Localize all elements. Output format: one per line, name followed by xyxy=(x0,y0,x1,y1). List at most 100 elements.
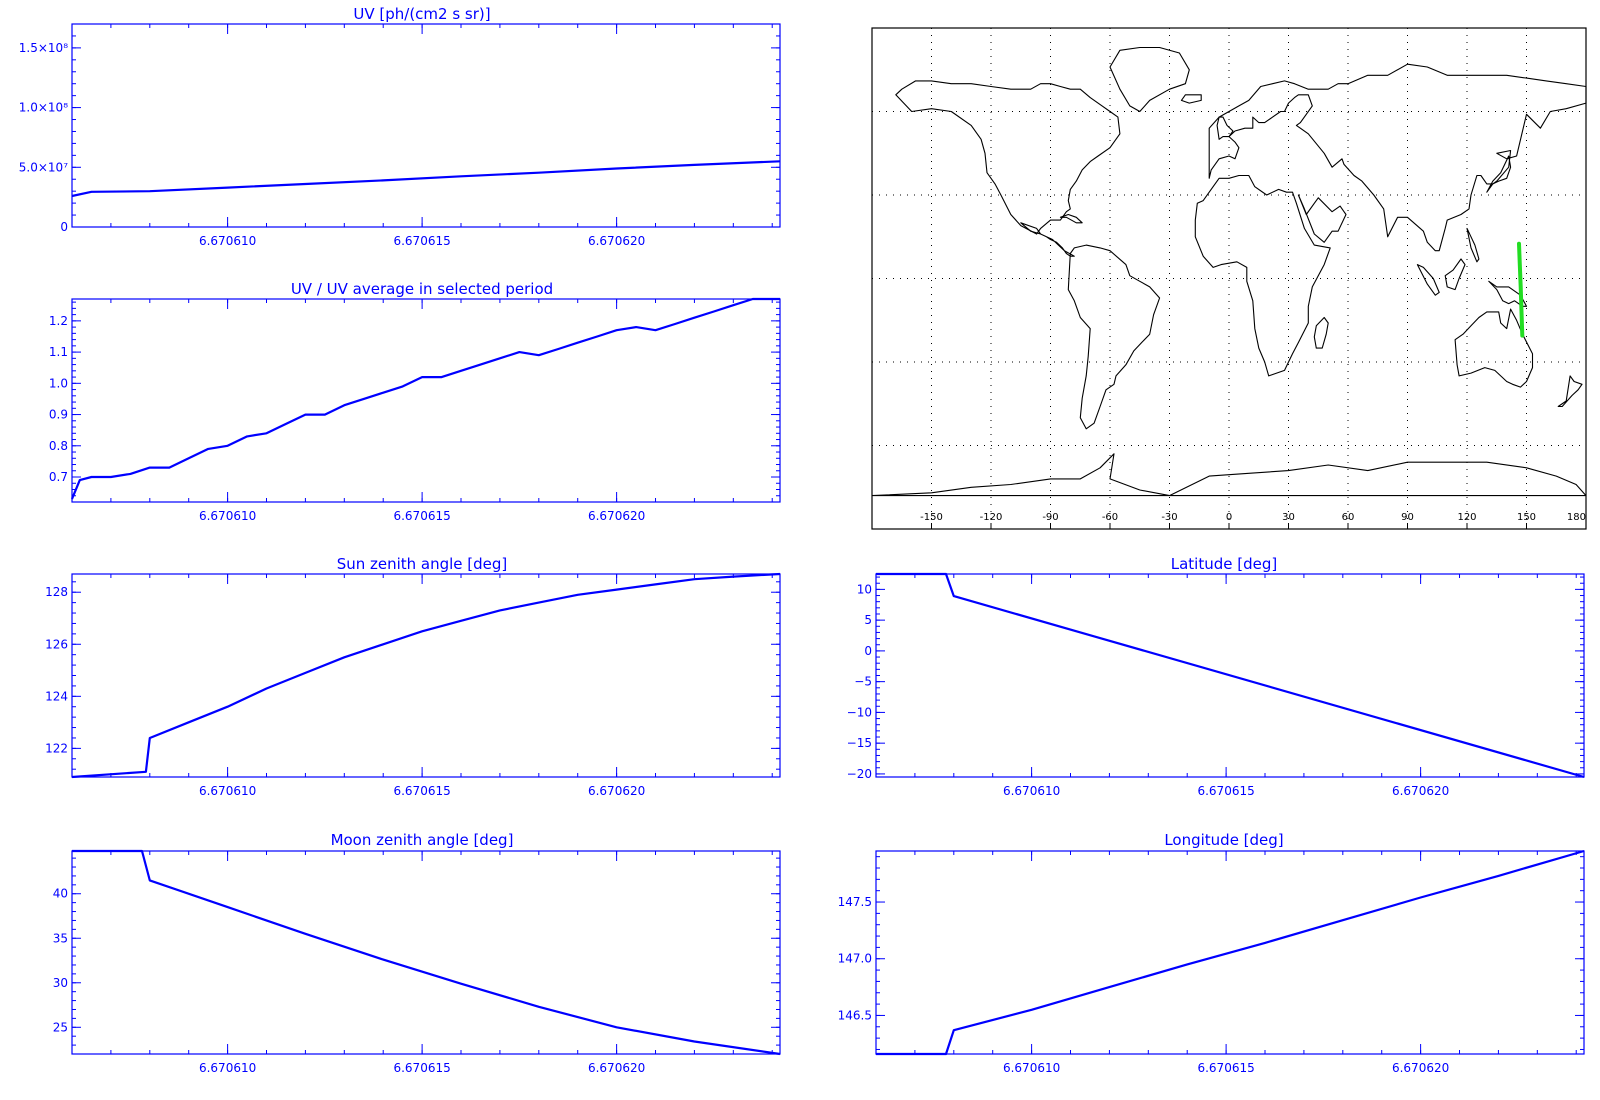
series-line-longitude xyxy=(876,849,1585,1056)
y-tick-label: 5.0×10⁷ xyxy=(19,160,68,174)
panel-uv: UV [ph/(cm2 s sr)] 0 5.0×10⁷ 1.0×10⁸ 1.5×10… xyxy=(19,5,781,248)
map-x-tick-label: 60 xyxy=(1342,512,1355,523)
y-tick-label: 126 xyxy=(45,637,68,651)
coastline-greenland xyxy=(1109,46,1190,113)
coastline-africa xyxy=(1194,174,1331,377)
coastline-british-isles xyxy=(1216,116,1234,140)
y-tick-label: 0.7 xyxy=(49,470,68,484)
x-tick-label: 6.670610 xyxy=(199,509,256,523)
map-gridlines xyxy=(872,28,1586,529)
map-x-tick-label: 0 xyxy=(1226,512,1232,523)
coastline-north-america xyxy=(895,80,1121,235)
x-tick-label: 6.670620 xyxy=(1392,1061,1449,1075)
y-tick-label: 0 xyxy=(60,220,68,234)
x-tick-label: 6.670615 xyxy=(393,234,450,248)
coastline-madagascar xyxy=(1313,316,1329,349)
y-tick-label: −20 xyxy=(847,767,872,781)
panel-title-moon-zenith: Moon zenith angle [deg] xyxy=(331,831,514,849)
x-tick-label: 6.670610 xyxy=(1003,784,1060,798)
map-x-tick-label: 90 xyxy=(1401,512,1414,523)
world-map: -150 -120 -90 -60 -30 0 30 60 90 120 150 180 xyxy=(871,27,1587,530)
y-tick-label: 10 xyxy=(857,582,872,596)
y-tick-label: 25 xyxy=(53,1020,68,1034)
series-line-uv-ratio xyxy=(70,297,780,500)
y-tick-label: 35 xyxy=(53,931,68,945)
map-x-tick-label: -90 xyxy=(1042,512,1058,523)
x-tick-label: 6.670610 xyxy=(199,1061,256,1075)
coastline-europe-asia xyxy=(1208,63,1587,252)
series-line-uv xyxy=(71,160,781,198)
x-tick-label: 6.670620 xyxy=(1392,784,1449,798)
coastline-central-america xyxy=(1020,222,1075,257)
panel-latitude: Latitude [deg] −20 −15 −10 −5 0 5 10 6.670610 6.… xyxy=(847,555,1585,798)
coastline-cuba xyxy=(1059,213,1083,224)
y-tick-label: 1.2 xyxy=(49,314,68,328)
map-x-tick-label: 150 xyxy=(1517,512,1536,523)
x-tick-label: 6.670615 xyxy=(1197,784,1254,798)
map-x-tick-label: 30 xyxy=(1282,512,1295,523)
x-tick-label: 6.670610 xyxy=(1003,1061,1060,1075)
coastline-south-america xyxy=(1067,244,1161,430)
map-coastlines xyxy=(871,46,1587,497)
y-tick-label: 128 xyxy=(45,585,68,599)
panel-uv-ratio: UV / UV average in selected period 0.7 0.… xyxy=(49,280,781,523)
panel-title-latitude: Latitude [deg] xyxy=(1171,555,1277,573)
series-line-moon-zenith xyxy=(72,849,781,1056)
y-tick-label: 40 xyxy=(53,887,68,901)
x-tick-label: 6.670610 xyxy=(199,784,256,798)
x-tick-label: 6.670620 xyxy=(588,784,645,798)
y-tick-label: 1.1 xyxy=(49,345,68,359)
map-satellite-track xyxy=(1517,241,1525,338)
panel-title-uv: UV [ph/(cm2 s sr)] xyxy=(353,5,490,23)
y-tick-label: 1.0×10⁸ xyxy=(19,101,68,115)
x-tick-label: 6.670615 xyxy=(1197,1061,1254,1075)
x-tick-label: 6.670610 xyxy=(199,234,256,248)
map-x-tick-label: 120 xyxy=(1457,512,1476,523)
y-tick-label: 147.0 xyxy=(838,952,872,966)
coastline-sumatra xyxy=(1416,264,1440,296)
map-x-tick-label: -60 xyxy=(1102,512,1118,523)
coastline-japan xyxy=(1486,155,1512,193)
coastline-iceland xyxy=(1180,94,1202,104)
x-tick-label: 6.670620 xyxy=(588,509,645,523)
y-tick-label: −10 xyxy=(847,705,872,719)
y-tick-label: 122 xyxy=(45,741,68,755)
panel-sun-zenith: Sun zenith angle [deg] 122 124 126 128 6.670… xyxy=(45,555,781,798)
plot-frame xyxy=(71,298,781,503)
coastline-new-zealand xyxy=(1557,375,1583,408)
series-line-latitude xyxy=(876,572,1585,779)
plot-frame xyxy=(71,573,781,778)
y-tick-label: 0 xyxy=(864,644,872,658)
map-x-tick-label: -150 xyxy=(920,512,943,523)
panel-title-uv-ratio: UV / UV average in selected period xyxy=(291,280,553,298)
series-line-sun-zenith xyxy=(71,572,781,779)
panel-title-longitude: Longitude [deg] xyxy=(1164,831,1283,849)
y-tick-label: 1.5×10⁸ xyxy=(19,41,68,55)
y-tick-label: 5 xyxy=(864,613,872,627)
panel-title-sun-zenith: Sun zenith angle [deg] xyxy=(337,555,508,573)
y-tick-label: 146.5 xyxy=(838,1008,872,1022)
coastline-antarctica xyxy=(871,453,1587,497)
coastline-arabia xyxy=(1297,194,1347,243)
coastline-borneo xyxy=(1444,258,1466,291)
y-tick-label: 147.5 xyxy=(838,895,872,909)
x-tick-label: 6.670615 xyxy=(393,1061,450,1075)
map-x-tick-label: -30 xyxy=(1161,512,1177,523)
y-tick-label: −15 xyxy=(847,736,872,750)
plot-frame xyxy=(71,850,781,1055)
x-tick-label: 6.670620 xyxy=(588,1061,645,1075)
plot-frame xyxy=(875,850,1585,1055)
x-tick-label: 6.670620 xyxy=(588,234,645,248)
coastline-australia xyxy=(1454,308,1534,388)
plot-frame xyxy=(71,23,781,228)
panel-longitude: Longitude [deg] 146.5 147.0 147.5 6.670610 6… xyxy=(838,831,1585,1075)
y-tick-label: −5 xyxy=(854,675,872,689)
x-tick-label: 6.670615 xyxy=(393,509,450,523)
satellite-track-line xyxy=(1517,241,1525,338)
map-longitude-ticks: -150 -120 -90 -60 -30 0 30 60 90 120 150 180 xyxy=(920,512,1587,529)
coastline-philippines xyxy=(1466,227,1480,263)
y-tick-label: 0.8 xyxy=(49,439,68,453)
map-x-tick-label: 180 xyxy=(1567,512,1586,523)
x-tick-label: 6.670615 xyxy=(393,784,450,798)
